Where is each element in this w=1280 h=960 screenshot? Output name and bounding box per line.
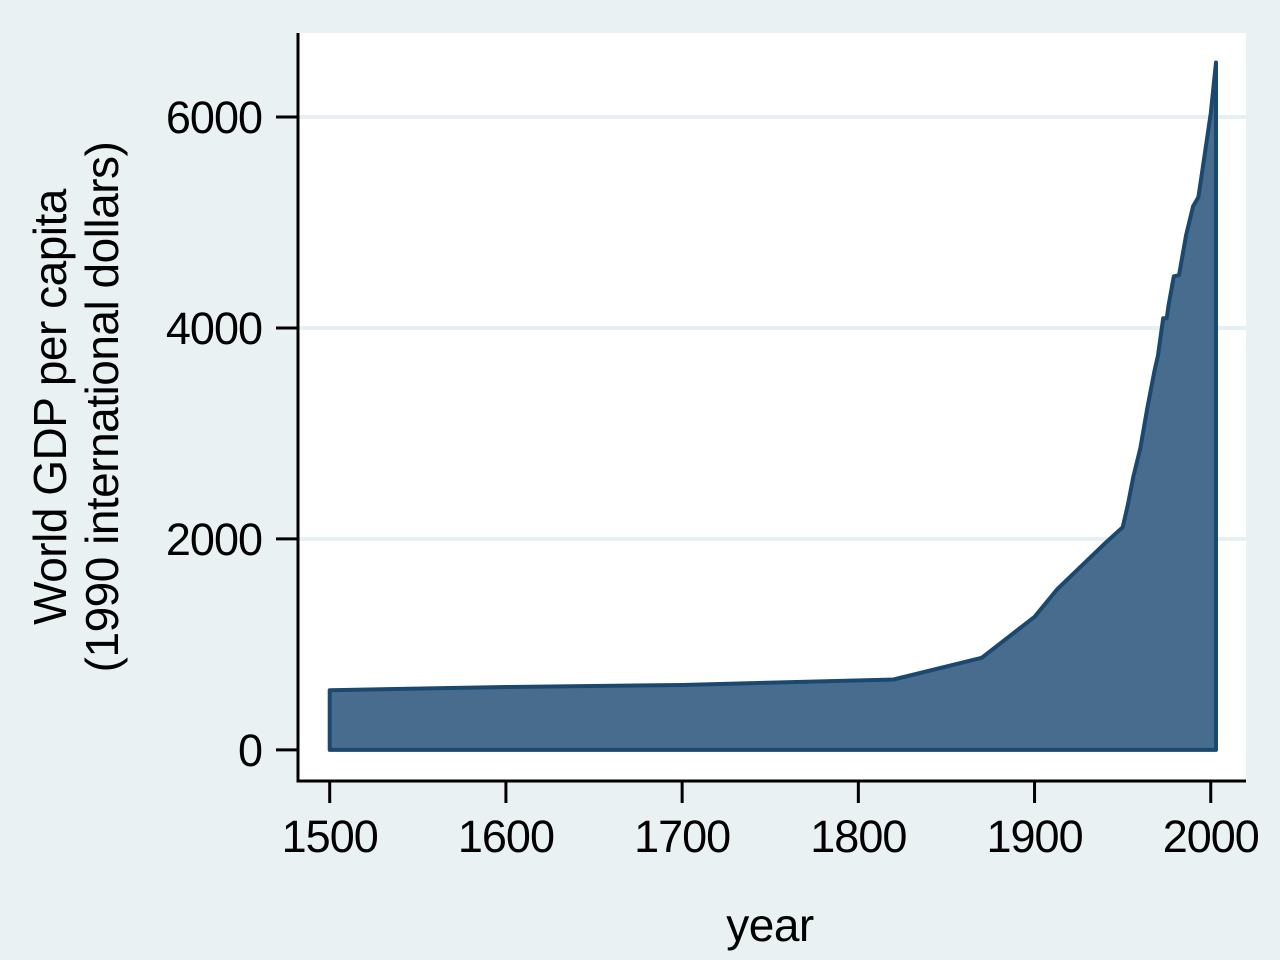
x-tick-label: 1900 xyxy=(986,811,1082,862)
x-axis-title: year xyxy=(726,899,814,951)
y-tick-label: 4000 xyxy=(166,303,262,354)
gdp-area-series xyxy=(327,60,1218,752)
y-tick-label: 6000 xyxy=(166,92,262,143)
x-tick-labels: 1500 1600 1700 1800 1900 2000 xyxy=(282,811,1260,862)
x-tick-label: 1600 xyxy=(458,811,554,862)
x-tick-label: 1800 xyxy=(810,811,906,862)
y-tick-label: 2000 xyxy=(166,514,262,565)
y-tick-label: 0 xyxy=(238,725,262,776)
tick-marks xyxy=(276,115,1213,803)
y-tick-labels: 0 2000 4000 6000 xyxy=(166,92,263,776)
gridlines xyxy=(298,114,1246,541)
x-tick-label: 2000 xyxy=(1163,811,1259,862)
y-axis-title-line-1: World GDP per capita xyxy=(24,188,76,625)
x-tick-label: 1700 xyxy=(634,811,730,862)
x-tick-label: 1500 xyxy=(282,811,378,862)
y-axis-title-line-2: (1990 international dollars) xyxy=(76,142,128,673)
axes xyxy=(296,33,1246,783)
